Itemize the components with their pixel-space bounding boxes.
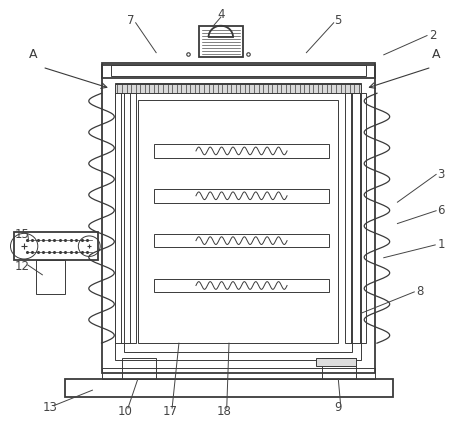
Bar — [316, 358, 356, 366]
Text: 8: 8 — [417, 286, 424, 298]
Text: 2: 2 — [429, 29, 437, 42]
Bar — [345, 93, 365, 343]
Text: 13: 13 — [43, 401, 58, 414]
Bar — [111, 65, 365, 76]
Bar — [115, 83, 361, 360]
Bar — [102, 368, 375, 379]
Text: 4: 4 — [217, 8, 224, 21]
Bar — [322, 358, 356, 379]
Bar — [115, 93, 136, 343]
Text: 7: 7 — [127, 14, 135, 27]
Text: 10: 10 — [118, 405, 133, 418]
Text: 17: 17 — [162, 405, 177, 418]
Bar — [36, 260, 65, 294]
Bar — [138, 100, 338, 343]
Text: A: A — [432, 48, 441, 61]
Bar — [115, 84, 361, 93]
Bar — [199, 26, 243, 57]
Text: 6: 6 — [437, 204, 445, 217]
Text: 9: 9 — [334, 401, 342, 414]
Text: 15: 15 — [15, 228, 30, 241]
Text: 18: 18 — [217, 405, 232, 418]
Bar — [350, 93, 360, 343]
Bar — [65, 379, 393, 396]
Text: 1: 1 — [437, 238, 445, 252]
Text: 12: 12 — [15, 260, 30, 273]
Bar — [124, 91, 352, 352]
Bar — [154, 234, 329, 248]
Text: 5: 5 — [334, 14, 342, 27]
Bar — [102, 63, 375, 78]
Text: A: A — [29, 48, 38, 61]
Bar — [102, 65, 375, 373]
Text: 3: 3 — [437, 168, 445, 181]
Bar — [154, 279, 329, 292]
Bar — [122, 358, 156, 379]
Bar — [120, 93, 130, 343]
Bar — [14, 232, 98, 260]
Bar — [154, 189, 329, 203]
Bar — [154, 144, 329, 158]
